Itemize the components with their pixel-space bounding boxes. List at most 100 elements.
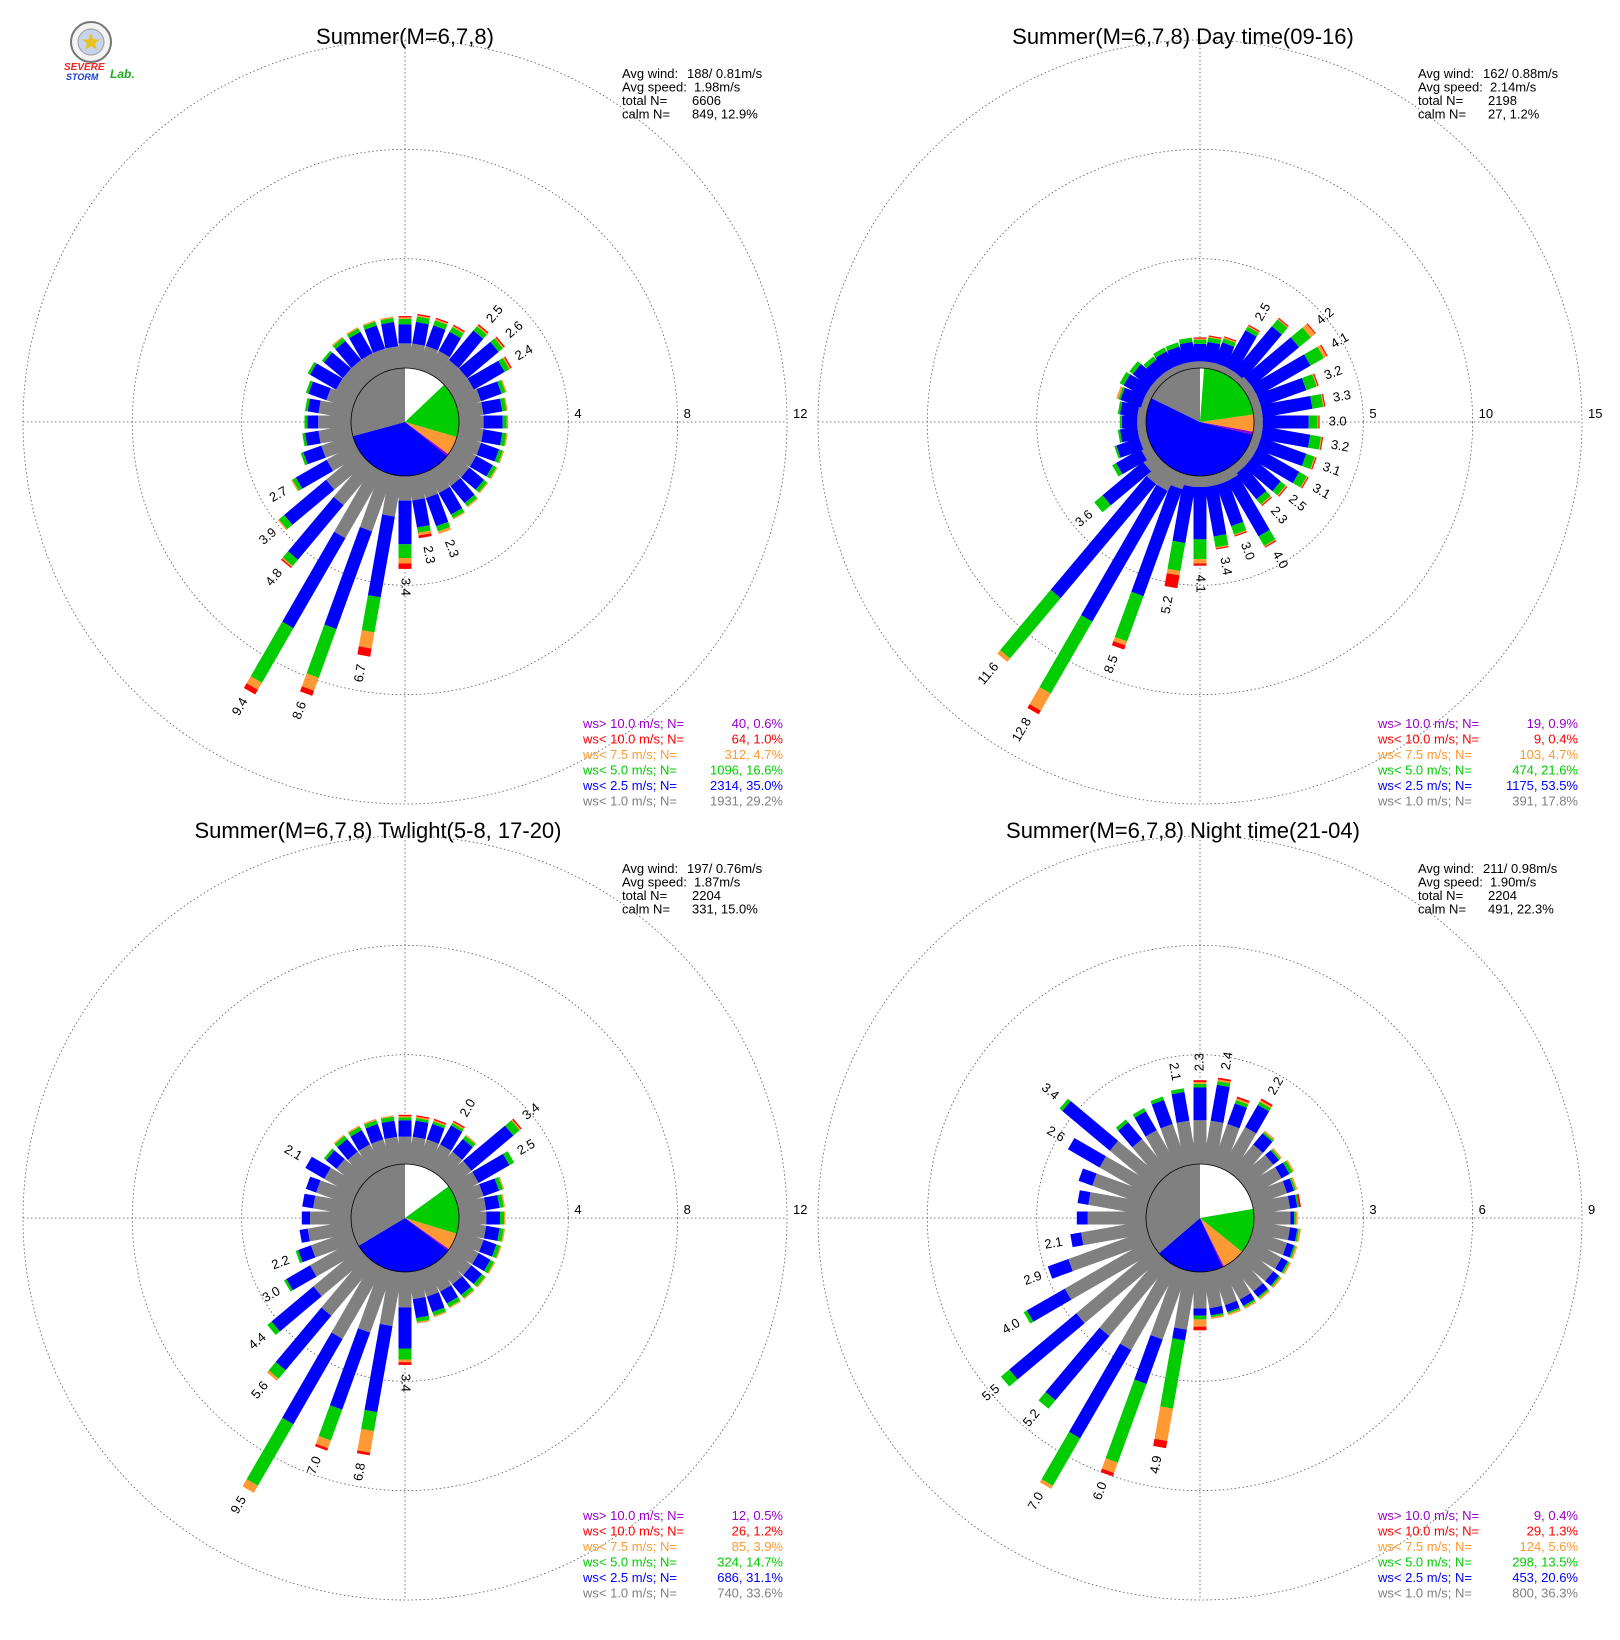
spoke-segment (432, 1307, 446, 1316)
grid-ring (817, 39, 1583, 805)
spoke-segment (357, 1428, 374, 1453)
spoke-segment (1306, 323, 1316, 334)
spoke-segment (304, 398, 310, 412)
spoke-segment (1259, 1290, 1271, 1300)
spoke-segment (1062, 1101, 1119, 1151)
spoke-segment (416, 1115, 430, 1119)
spoke-segment (1179, 341, 1196, 364)
spoke-segment (242, 1479, 258, 1493)
spoke-segment (426, 1292, 445, 1313)
spoke-segment (398, 316, 412, 318)
spoke-segment (1244, 1301, 1257, 1309)
spoke-segment (512, 1118, 522, 1130)
spoke-segment (504, 1211, 506, 1225)
spoke-segment (310, 363, 343, 390)
spoke-segment (408, 474, 425, 501)
spoke-segment (329, 1328, 371, 1410)
spoke-segment (452, 1139, 473, 1160)
spoke-segment (1129, 361, 1141, 374)
spoke-value-label: 3.9 (256, 524, 279, 547)
spoke-segment (1193, 539, 1207, 560)
spoke-segment (1262, 1132, 1274, 1142)
spoke-segment (1248, 1181, 1288, 1206)
spoke-segment (1193, 1083, 1207, 1088)
spoke-segment (1023, 1310, 1034, 1324)
pie-slice (1200, 1208, 1254, 1252)
spoke-segment (1094, 495, 1111, 513)
logo-text-lab: Lab. (110, 67, 135, 81)
stats-label: total N= (1418, 888, 1463, 903)
spoke-segment (442, 1160, 472, 1189)
spoke-segment (1317, 345, 1327, 358)
spoke-segment (321, 434, 357, 458)
spoke-segment (1292, 471, 1307, 488)
spoke-segment (1193, 1082, 1207, 1084)
pie-slice (1151, 368, 1200, 422)
spoke-segment (497, 1228, 504, 1242)
spoke-segment (433, 1118, 447, 1125)
spoke-segment (1257, 1101, 1271, 1112)
spoke-segment (1183, 361, 1197, 370)
spoke-segment (498, 357, 510, 372)
spoke-segment (497, 1194, 504, 1208)
spoke-segment (442, 368, 468, 393)
spoke-segment (1236, 1096, 1250, 1103)
spoke-segment (434, 359, 459, 385)
spoke-segment (1193, 337, 1207, 339)
pie-slice (1200, 1218, 1242, 1267)
spoke-segment (367, 514, 395, 598)
spoke-value-label: 2.1 (1166, 1061, 1184, 1081)
spoke-segment (323, 1148, 335, 1161)
spoke-segment (359, 470, 393, 532)
pie-slice (1200, 368, 1205, 422)
legend-label: ws< 10.0 m/s; N= (582, 732, 684, 747)
spoke-segment (1254, 1211, 1291, 1225)
spoke-segment (457, 402, 484, 419)
spoke-segment (349, 331, 373, 360)
spoke-segment (310, 1211, 351, 1225)
spoke-segment (1243, 457, 1281, 492)
spoke-segment (416, 1116, 430, 1121)
spoke-segment (1300, 476, 1308, 488)
spoke-segment (372, 348, 393, 374)
stats-value: 1.87m/s (694, 875, 741, 890)
pie-slice (1145, 1164, 1200, 1254)
stats-value: 1.90m/s (1490, 875, 1537, 890)
legend-value: 64, 1.0% (732, 732, 784, 747)
spoke-segment (307, 1221, 353, 1242)
spoke-segment (381, 321, 399, 349)
spoke-value-label: 2.5 (1286, 491, 1309, 514)
legend-label: ws< 2.5 m/s; N= (1377, 1570, 1472, 1585)
spoke-segment (1310, 394, 1324, 409)
spoke-value-label: 4.1 (1194, 575, 1209, 593)
stats-label: Avg speed: (622, 875, 687, 890)
spoke-segment (500, 1211, 505, 1225)
spoke-segment (1193, 1272, 1207, 1309)
spoke-segment (1237, 1154, 1274, 1189)
ring-tick-label: 12 (793, 1202, 807, 1217)
spoke-segment (501, 1228, 506, 1242)
spoke-segment (1203, 1120, 1224, 1166)
spoke-segment (1252, 404, 1263, 419)
stats-value: 2204 (692, 888, 721, 903)
spoke-segment (1215, 545, 1229, 549)
spoke-segment (1264, 539, 1276, 547)
spoke-segment (305, 380, 313, 394)
spoke-segment (1277, 485, 1287, 497)
spoke-segment (271, 1286, 322, 1332)
spoke-segment (337, 1139, 358, 1160)
spoke-segment (503, 1151, 515, 1166)
spoke-value-label: 3.0 (259, 1283, 282, 1305)
spoke-value-label: 2.6 (502, 318, 525, 341)
spoke-segment (303, 445, 326, 465)
spoke-segment (451, 508, 465, 519)
spoke-segment (308, 381, 331, 401)
spoke-segment (1281, 1261, 1290, 1274)
spoke-segment (1214, 342, 1235, 368)
wind-rose-panel: Summer(M=6,7,8) Day time(09-16) 5 10 15 2.5 4… (817, 24, 1602, 809)
legend-value: 9, 0.4% (1534, 732, 1579, 747)
spoke-segment (1193, 339, 1207, 344)
spoke-segment (1275, 1162, 1290, 1179)
spoke-segment (318, 1405, 343, 1441)
spoke-segment (1039, 615, 1093, 694)
